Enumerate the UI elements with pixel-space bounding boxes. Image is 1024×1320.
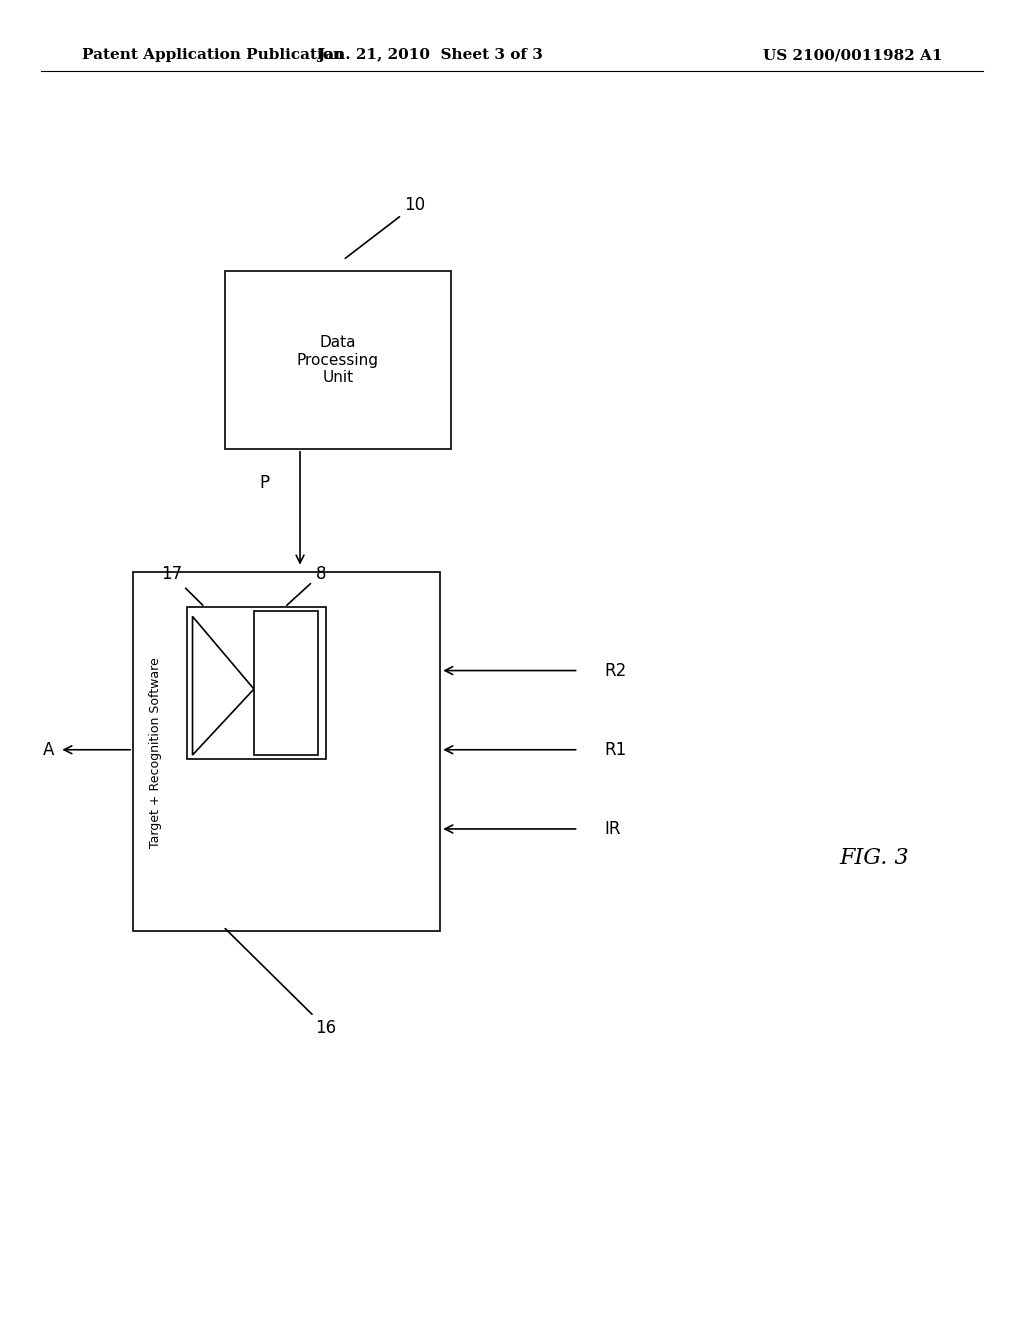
Text: 10: 10 xyxy=(345,195,426,259)
Bar xyxy=(225,271,451,449)
Text: Data
Processing
Unit: Data Processing Unit xyxy=(297,335,379,385)
Text: US 2100/0011982 A1: US 2100/0011982 A1 xyxy=(763,49,942,62)
Text: Jan. 21, 2010  Sheet 3 of 3: Jan. 21, 2010 Sheet 3 of 3 xyxy=(317,49,543,62)
Text: Target + Recognition Software: Target + Recognition Software xyxy=(150,657,162,847)
Text: R2: R2 xyxy=(604,661,627,680)
Text: 16: 16 xyxy=(225,928,337,1038)
Bar xyxy=(254,611,318,755)
Text: IR: IR xyxy=(604,820,621,838)
Text: P: P xyxy=(259,474,269,492)
Text: A: A xyxy=(43,741,54,759)
Bar xyxy=(133,572,440,931)
Text: FIG. 3: FIG. 3 xyxy=(840,847,909,869)
Text: R1: R1 xyxy=(604,741,627,759)
Polygon shape xyxy=(193,616,254,755)
Text: 17: 17 xyxy=(161,565,203,606)
Text: 8: 8 xyxy=(287,565,326,606)
Bar xyxy=(187,607,326,759)
Text: Patent Application Publication: Patent Application Publication xyxy=(82,49,344,62)
